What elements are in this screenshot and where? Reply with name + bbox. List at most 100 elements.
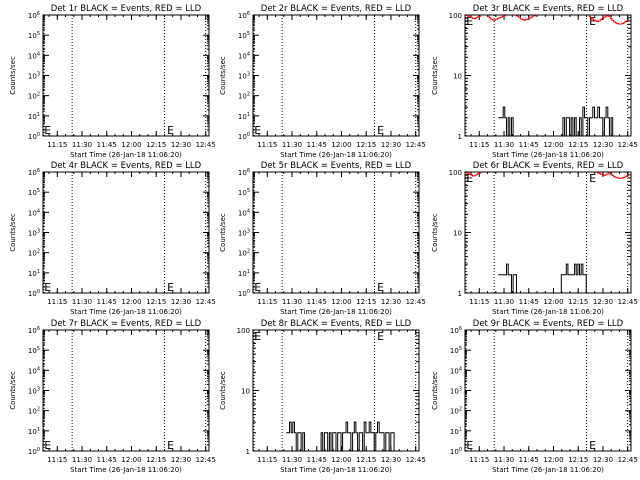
x-tick-label: 12:15 [356, 456, 376, 464]
y-tick-label: 100 [28, 447, 40, 456]
x-tick-label: 12:30 [171, 456, 191, 464]
x-tick-label: 11:30 [72, 456, 92, 464]
y-tick-label: 106 [450, 326, 462, 335]
x-tick-label: 12:15 [146, 141, 166, 149]
x-axis-label: Start Time (26-Jan-18 11:06:20) [280, 151, 392, 159]
y-tick-label: 106 [28, 168, 40, 177]
y-axis-label: Counts/sec [431, 213, 439, 252]
x-tick-label: 12:00 [331, 298, 351, 306]
y-tick-label: 101 [28, 112, 40, 121]
x-tick-label: 11:30 [494, 298, 514, 306]
panel-5: Det 5r BLACK = Events, RED = LLD 100 101 10… [219, 161, 426, 316]
x-tick-label: 12:15 [146, 298, 166, 306]
x-tick-label: 12:45 [196, 141, 216, 149]
y-tick-label: 100 [238, 132, 250, 141]
y-tick-label: 106 [28, 326, 40, 335]
y-tick-label: 102 [28, 407, 40, 416]
x-axis-label: Start Time (26-Jan-18 11:06:20) [70, 466, 182, 474]
x-tick-label: 12:15 [356, 141, 376, 149]
panel-title: Det 9r BLACK = Events, RED = LLD [473, 319, 624, 329]
x-axis-label: Start Time (26-Jan-18 11:06:20) [70, 151, 182, 159]
y-tick-label: 100 [238, 289, 250, 298]
y-tick-label: 102 [28, 92, 40, 101]
y-axis-label: Counts/sec [219, 56, 227, 95]
x-axis-label: Start Time (26-Jan-18 11:06:20) [492, 466, 604, 474]
x-tick-label: 12:45 [618, 456, 638, 464]
panel-title: Det 4r BLACK = Events, RED = LLD [51, 161, 202, 171]
event-marker: E [254, 124, 261, 137]
x-tick-label: 12:30 [593, 456, 613, 464]
x-tick-label: 12:30 [593, 141, 613, 149]
event-marker: E [589, 15, 596, 28]
panel-8: Det 8r BLACK = Events, RED = LLD 1 10 100 11… [219, 319, 426, 474]
y-tick-label: 100 [28, 289, 40, 298]
x-tick-label: 12:45 [618, 141, 638, 149]
axes-frame [464, 329, 632, 452]
x-tick-label: 11:15 [469, 298, 489, 306]
x-axis-label: Start Time (26-Jan-18 11:06:20) [280, 466, 392, 474]
x-tick-label: 12:15 [568, 141, 588, 149]
panel-title: Det 7r BLACK = Events, RED = LLD [51, 319, 202, 329]
y-axis-label: Counts/sec [431, 371, 439, 410]
x-tick-label: 12:00 [543, 456, 563, 464]
y-tick-label: 102 [450, 407, 462, 416]
y-tick-label: 100 [28, 132, 40, 141]
y-tick-label: 101 [28, 427, 40, 436]
x-tick-label: 12:15 [356, 298, 376, 306]
y-tick-label: 10 [453, 230, 462, 238]
y-tick-label: 104 [238, 51, 250, 60]
y-tick-label: 104 [28, 51, 40, 60]
x-axis-label: Start Time (26-Jan-18 11:06:20) [70, 308, 182, 316]
event-marker: E [589, 172, 596, 185]
x-tick-label: 12:45 [406, 141, 426, 149]
event-marker: E [377, 124, 384, 137]
y-tick-label: 101 [28, 269, 40, 278]
x-tick-label: 12:30 [381, 456, 401, 464]
panel-title: Det 3r BLACK = Events, RED = LLD [473, 4, 624, 14]
event-marker: E [167, 281, 174, 294]
series-line-2 [498, 263, 587, 294]
x-tick-label: 11:30 [282, 298, 302, 306]
y-tick-label: 102 [238, 92, 250, 101]
x-tick-label: 11:30 [282, 141, 302, 149]
x-tick-label: 11:45 [307, 456, 327, 464]
panel-9: Det 9r BLACK = Events, RED = LLD 100 101 10… [431, 319, 638, 474]
y-tick-label: 10 [241, 388, 250, 396]
panel-title: Det 8r BLACK = Events, RED = LLD [261, 319, 412, 329]
x-tick-label: 12:30 [381, 298, 401, 306]
series-line-2 [498, 106, 614, 137]
y-tick-label: 101 [238, 269, 250, 278]
y-tick-label: 106 [238, 11, 250, 20]
panel-2: Det 2r BLACK = Events, RED = LLD 100 101 10… [219, 4, 426, 159]
panel-6: Det 6r BLACK = Events, RED = LLD 1 10 100 11… [431, 161, 638, 316]
series-line-1 [286, 421, 395, 452]
y-tick-label: 106 [238, 168, 250, 177]
x-tick-label: 11:45 [519, 298, 539, 306]
y-tick-label: 105 [28, 188, 40, 197]
y-tick-label: 10 [453, 73, 462, 81]
y-tick-label: 106 [28, 11, 40, 20]
y-tick-label: 105 [28, 346, 40, 355]
x-tick-label: 12:15 [568, 456, 588, 464]
panel-title: Det 6r BLACK = Events, RED = LLD [473, 161, 624, 171]
x-tick-label: 11:45 [307, 141, 327, 149]
x-tick-label: 12:00 [543, 298, 563, 306]
y-axis-label: Counts/sec [219, 371, 227, 410]
x-tick-label: 12:00 [121, 298, 141, 306]
y-tick-label: 1 [458, 290, 462, 298]
x-tick-label: 12:00 [331, 456, 351, 464]
event-marker: E [466, 439, 473, 452]
series-line-1 [465, 15, 629, 25]
event-marker: E [167, 124, 174, 137]
y-axis-label: Counts/sec [219, 213, 227, 252]
event-marker: E [167, 439, 174, 452]
x-tick-label: 11:15 [47, 298, 67, 306]
x-tick-label: 11:45 [519, 141, 539, 149]
y-tick-label: 103 [238, 72, 250, 81]
x-tick-label: 11:15 [257, 298, 277, 306]
x-axis-label: Start Time (26-Jan-18 11:06:20) [492, 308, 604, 316]
panel-4: Det 4r BLACK = Events, RED = LLD 100 101 10… [9, 161, 216, 316]
y-tick-label: 103 [450, 387, 462, 396]
event-marker: E [44, 124, 51, 137]
axes-frame [252, 171, 420, 294]
